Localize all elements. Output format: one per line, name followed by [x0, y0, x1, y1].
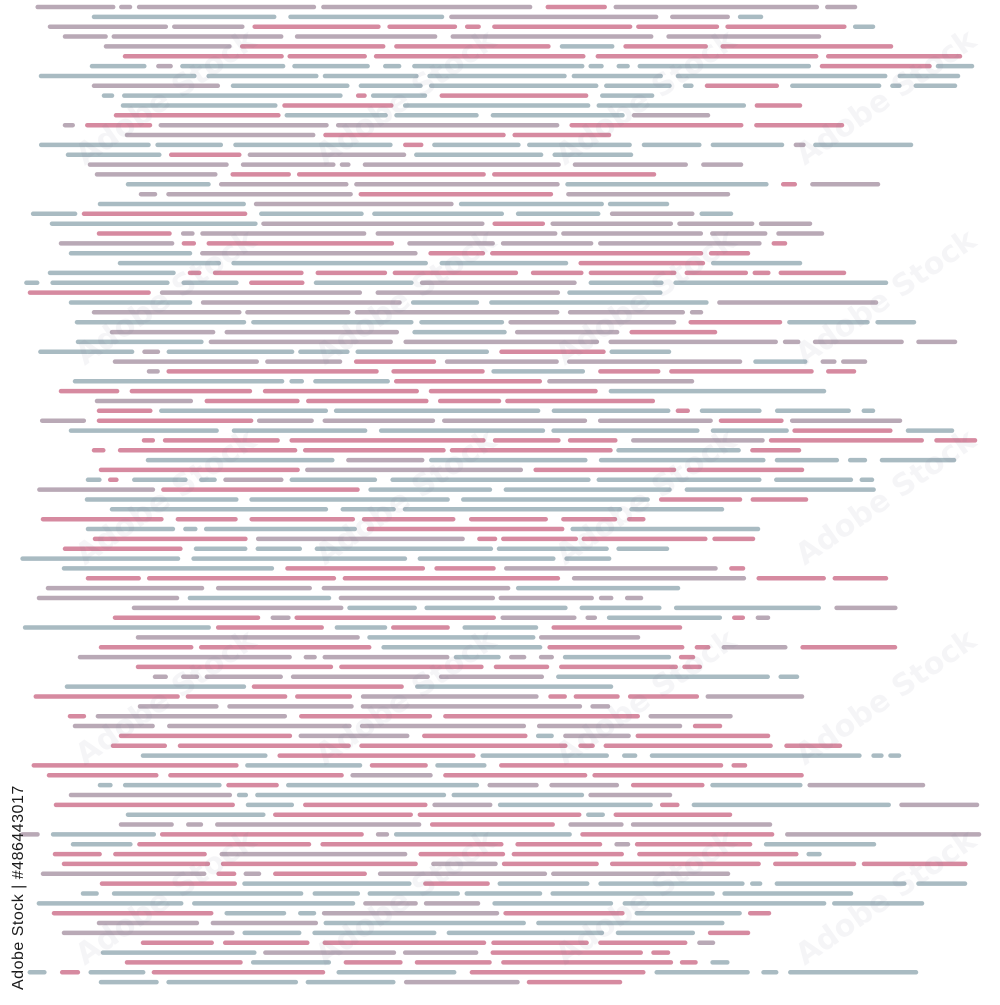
- stock-id-label: Adobe Stock | #486443017: [10, 785, 27, 990]
